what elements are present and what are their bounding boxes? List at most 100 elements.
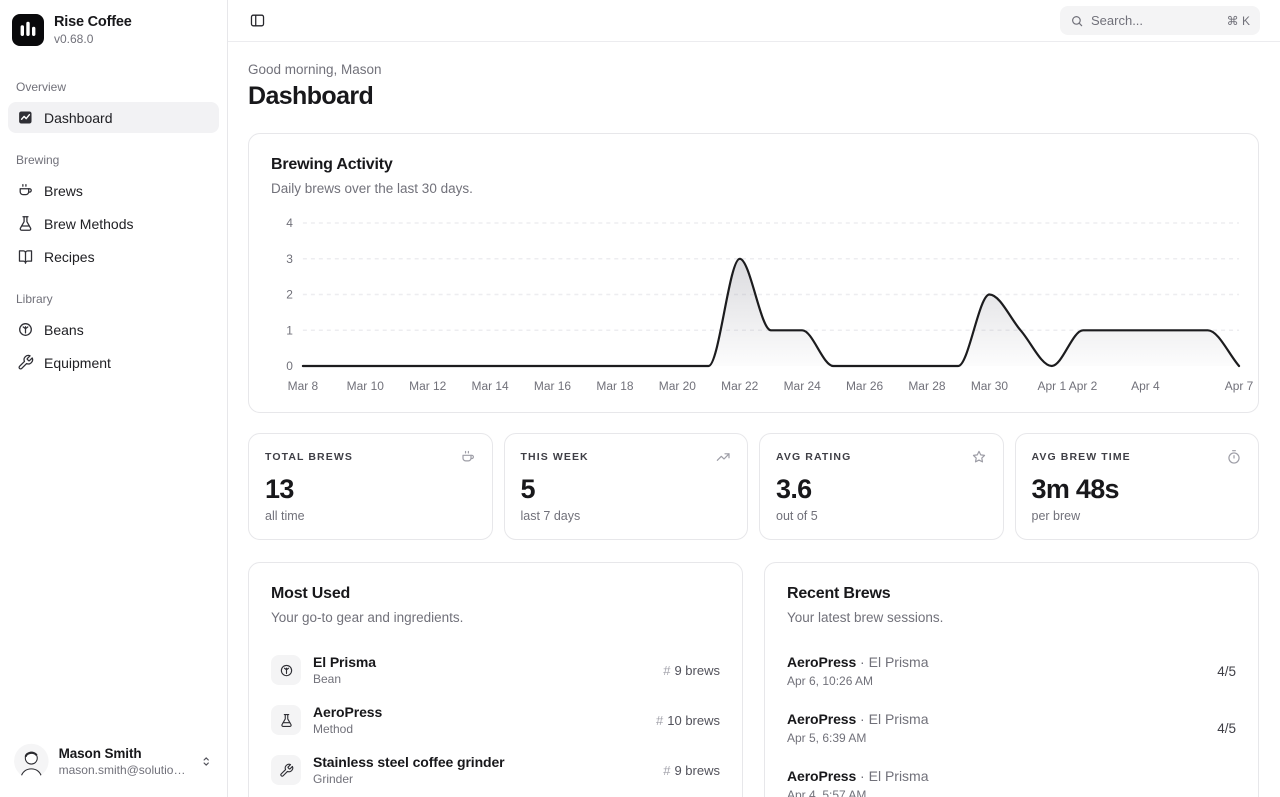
x-tick-label: Mar 24 bbox=[784, 379, 822, 393]
brew-method: AeroPress bbox=[787, 711, 857, 728]
item-brew-count: #9 brews bbox=[663, 662, 720, 678]
stat-value: 3.6 bbox=[776, 474, 812, 505]
chart-area-fill bbox=[302, 259, 1240, 367]
item-brew-count: #10 brews bbox=[656, 712, 720, 728]
brewing-activity-chart: 0 1 2 3 4 Mar 8 Mar 10 Mar 12 Mar 14 Mar 16 Mar 1… bbox=[249, 210, 1258, 398]
stat-value: 3m 48s bbox=[1031, 474, 1120, 505]
chevrons-up-down-icon bbox=[203, 756, 209, 766]
item-name: El Prisma bbox=[313, 654, 376, 671]
sidebar-item-recipes[interactable]: Recipes bbox=[8, 241, 219, 272]
item-brew-count: #9 brews bbox=[663, 762, 720, 778]
item-name: Stainless steel coffee grinder bbox=[313, 754, 505, 771]
sidebar-item-label: Dashboard bbox=[44, 109, 113, 126]
nav-section-brewing: Brewing Brews Brew Methods Recipes bbox=[8, 147, 219, 272]
stat-label: TOTAL BREWS bbox=[265, 451, 353, 464]
brew-date: Apr 4, 5:57 AM bbox=[787, 788, 867, 797]
stat-card-total-brews: TOTAL BREWS 13 all time bbox=[248, 433, 493, 541]
flask-icon bbox=[19, 216, 32, 231]
book-icon bbox=[18, 250, 33, 264]
x-tick-label: Apr 4 bbox=[1131, 379, 1160, 393]
recent-brews-card: Recent Brews Your latest brew sessions. … bbox=[764, 562, 1259, 797]
most-used-item-aeropress[interactable]: AeroPress Method #10 brews bbox=[271, 695, 720, 745]
x-tick-label: Mar 18 bbox=[596, 379, 634, 393]
hash-icon: # bbox=[663, 662, 671, 678]
coffee-icon bbox=[19, 184, 32, 196]
y-tick-label: 4 bbox=[286, 216, 293, 230]
sidebar-item-label: Brew Methods bbox=[44, 215, 134, 232]
item-icon-tile bbox=[271, 705, 301, 736]
app-version: v0.68.0 bbox=[54, 32, 94, 46]
x-tick-label: Mar 16 bbox=[534, 379, 572, 393]
x-tick-label: Mar 8 bbox=[288, 379, 319, 393]
recent-brew-row-3[interactable]: AeroPress · El Prisma Apr 4, 5:57 AM bbox=[787, 757, 1236, 797]
nav-section-library: Library Beans Equipment bbox=[8, 286, 219, 378]
stat-value: 13 bbox=[265, 474, 294, 505]
recent-brews-title: Recent Brews bbox=[787, 585, 891, 603]
brew-rating: 4/5 bbox=[1217, 663, 1236, 679]
x-tick-label: Apr 7 bbox=[1225, 379, 1254, 393]
sidebar-item-brews[interactable]: Brews bbox=[8, 175, 219, 206]
item-type: Bean bbox=[313, 672, 342, 687]
search-box[interactable]: ⌘ K bbox=[1060, 6, 1260, 36]
user-email: mason.smith@solutionops… bbox=[58, 762, 189, 777]
x-tick-label: Mar 14 bbox=[472, 379, 510, 393]
recent-brew-row-2[interactable]: AeroPress · El Prisma Apr 5, 6:39 AM 4/5 bbox=[787, 711, 1236, 746]
y-tick-label: 3 bbox=[286, 252, 293, 266]
search-input[interactable] bbox=[1091, 13, 1220, 29]
search-shortcut: ⌘ K bbox=[1226, 13, 1250, 28]
y-tick-label: 1 bbox=[286, 324, 293, 338]
sidebar-item-label: Beans bbox=[44, 321, 84, 338]
brew-bean: El Prisma bbox=[868, 654, 929, 671]
x-tick-label: Mar 30 bbox=[971, 379, 1009, 393]
topbar: ⌘ K bbox=[228, 0, 1280, 43]
greeting: Good morning, Mason bbox=[248, 62, 382, 78]
most-used-subtitle: Your go-to gear and ingredients. bbox=[271, 610, 464, 626]
most-used-card: Most Used Your go-to gear and ingredient… bbox=[248, 562, 743, 797]
x-tick-label: Mar 22 bbox=[721, 379, 759, 393]
user-menu[interactable]: Mason Smith mason.smith@solutionops… bbox=[8, 735, 219, 787]
sidebar: Rise Coffee v0.68.0 Overview Dashboard Bre… bbox=[0, 0, 228, 797]
sidebar-item-dashboard[interactable]: Dashboard bbox=[8, 102, 219, 133]
trending-up-icon bbox=[716, 453, 730, 462]
brew-date: Apr 6, 10:26 AM bbox=[787, 674, 874, 689]
brew-bean: El Prisma bbox=[868, 711, 929, 728]
y-tick-label: 2 bbox=[286, 288, 293, 302]
brew-bean: El Prisma bbox=[868, 768, 929, 785]
stat-value: 5 bbox=[520, 474, 536, 505]
nav-section-label: Overview bbox=[16, 80, 67, 94]
bean-icon bbox=[19, 323, 32, 336]
sidebar-item-beans[interactable]: Beans bbox=[8, 314, 219, 345]
x-tick-label: Mar 28 bbox=[908, 379, 946, 393]
brew-rating: 4/5 bbox=[1217, 720, 1236, 736]
sidebar-item-equipment[interactable]: Equipment bbox=[8, 347, 219, 378]
star-icon bbox=[972, 451, 985, 463]
brew-date: Apr 5, 6:39 AM bbox=[787, 731, 867, 746]
app-logo-icon bbox=[12, 14, 44, 46]
item-icon-tile bbox=[271, 755, 301, 786]
stat-card-avg-rating: AVG RATING 3.6 out of 5 bbox=[759, 433, 1004, 541]
brew-method: AeroPress bbox=[787, 768, 857, 785]
bean-icon bbox=[280, 664, 292, 677]
chart-title: Brewing Activity bbox=[271, 156, 393, 174]
recent-brew-row-1[interactable]: AeroPress · El Prisma Apr 6, 10:26 AM 4/… bbox=[787, 654, 1236, 689]
most-used-item-el-prisma[interactable]: El Prisma Bean #9 brews bbox=[271, 645, 720, 695]
x-tick-label: Apr 2 bbox=[1069, 379, 1098, 393]
nav-section-overview: Overview Dashboard bbox=[8, 74, 219, 133]
stat-label: AVG RATING bbox=[776, 451, 852, 464]
flask-icon bbox=[280, 713, 292, 727]
item-type: Method bbox=[313, 722, 354, 737]
panel-left-icon bbox=[250, 14, 264, 27]
sidebar-item-brew-methods[interactable]: Brew Methods bbox=[8, 208, 219, 239]
sidebar-toggle-button[interactable] bbox=[242, 6, 272, 36]
item-type: Grinder bbox=[313, 772, 354, 787]
content: Good morning, Mason Dashboard Brewing Ac… bbox=[228, 42, 1280, 797]
brewing-activity-card: Brewing Activity Daily brews over the la… bbox=[248, 133, 1259, 414]
stat-label: AVG BREW TIME bbox=[1031, 451, 1131, 464]
hash-icon: # bbox=[656, 712, 664, 728]
most-used-item-stainless-steel-coffee-grinder[interactable]: Stainless steel coffee grinder Grinder #… bbox=[271, 745, 720, 795]
most-used-list: El Prisma Bean #9 brews AeroPress Method… bbox=[271, 645, 720, 795]
most-used-title: Most Used bbox=[271, 585, 351, 603]
timer-icon bbox=[1228, 450, 1240, 465]
recent-brews-subtitle: Your latest brew sessions. bbox=[787, 610, 944, 626]
stat-sub: out of 5 bbox=[776, 509, 818, 524]
